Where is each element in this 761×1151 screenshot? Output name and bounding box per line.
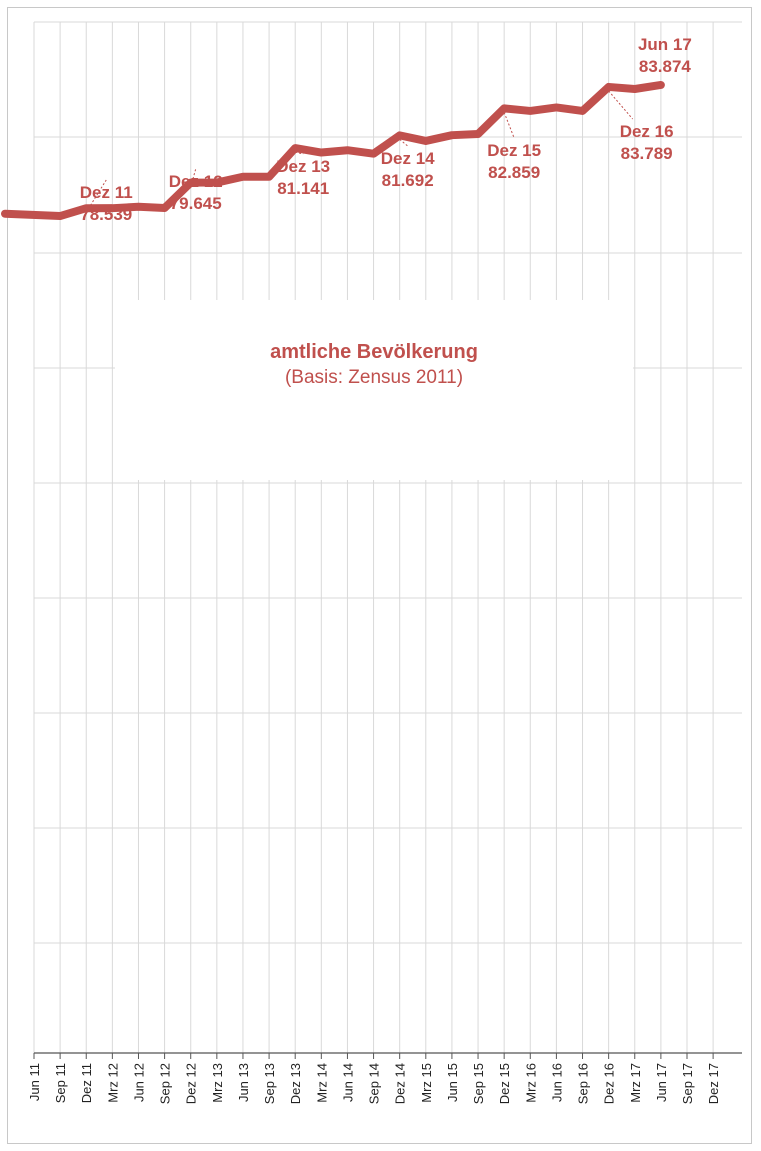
annotation-label: Dez 16 <box>620 122 674 141</box>
x-tick-label: Mrz 16 <box>523 1063 538 1103</box>
annotation-value: 82.859 <box>488 163 540 182</box>
x-tick-label: Sep 13 <box>262 1063 277 1104</box>
x-tick-label: Jun 16 <box>549 1063 564 1102</box>
annotations-layer: Dez 11 78.539 Dez 12 79.645 Dez 13 81.141 Dez … <box>80 35 692 224</box>
x-tick-label: Jun 12 <box>131 1063 146 1102</box>
x-tick-label: Mrz 12 <box>105 1063 120 1103</box>
x-tick-label: Mrz 13 <box>210 1063 225 1103</box>
x-tick-label: Sep 15 <box>471 1063 486 1104</box>
annotation-value: 83.789 <box>621 144 673 163</box>
x-tick-label: Sep 17 <box>680 1063 695 1104</box>
annotation-label: Dez 11 <box>80 183 133 202</box>
x-tick-label: Sep 12 <box>158 1063 173 1104</box>
series-line <box>1 80 665 221</box>
chart-title: amtliche Bevölkerung <box>270 341 478 363</box>
chart-subtitle: (Basis: Zensus 2011) <box>285 367 463 388</box>
annotation-label: Dez 14 <box>381 149 435 168</box>
annotation-leader <box>608 90 634 120</box>
annotation-label: Jun 17 <box>638 35 692 54</box>
x-tick-label: Dez 13 <box>288 1063 303 1104</box>
annotation-leader <box>190 168 197 187</box>
annotation-value: 83.874 <box>639 57 692 76</box>
x-tick-label: Dez 12 <box>184 1063 199 1104</box>
annotation-value: 78.539 <box>80 205 132 224</box>
title-box: amtliche Bevölkerung (Basis: Zensus 2011… <box>115 300 633 480</box>
annotation-value: 81.141 <box>277 179 329 198</box>
x-tick-label: Dez 11 <box>79 1063 94 1103</box>
x-tick-label: Mrz 17 <box>628 1063 643 1103</box>
x-tick-label: Mrz 15 <box>419 1063 434 1103</box>
x-axis: Jun 11 Sep 11 Dez 11 Mrz 12 Jun 12 Sep 12 Dez … <box>27 1052 742 1104</box>
x-tick-label: Dez 17 <box>706 1063 721 1104</box>
annotation-leader <box>503 112 515 139</box>
x-tick-label: Jun 13 <box>236 1063 251 1102</box>
x-tick-label: Jun 15 <box>445 1063 460 1102</box>
x-tick-label: Jun 11 <box>27 1063 42 1101</box>
annotation-label: Dez 12 <box>169 172 223 191</box>
annotation-value: 79.645 <box>170 194 222 213</box>
x-tick-label: Mrz 14 <box>314 1063 329 1103</box>
x-tick-label: Sep 14 <box>367 1063 382 1104</box>
x-tick-label: Jun 14 <box>340 1063 355 1102</box>
series-layer <box>1 80 665 221</box>
annotation-leader <box>399 138 408 147</box>
annotation-leader <box>295 151 304 155</box>
x-tick-label: Jun 17 <box>654 1063 669 1102</box>
x-tick-label: Sep 11 <box>53 1063 68 1103</box>
x-tick-label: Sep 16 <box>576 1063 591 1104</box>
x-tick-label: Dez 14 <box>393 1063 408 1104</box>
x-tick-label: Dez 16 <box>602 1063 617 1104</box>
chart-frame <box>7 7 752 1144</box>
annotation-value: 81.692 <box>382 171 434 190</box>
annotation-label: Dez 15 <box>487 141 541 160</box>
annotation-label: Dez 13 <box>276 157 330 176</box>
x-tick-label: Dez 15 <box>497 1063 512 1104</box>
